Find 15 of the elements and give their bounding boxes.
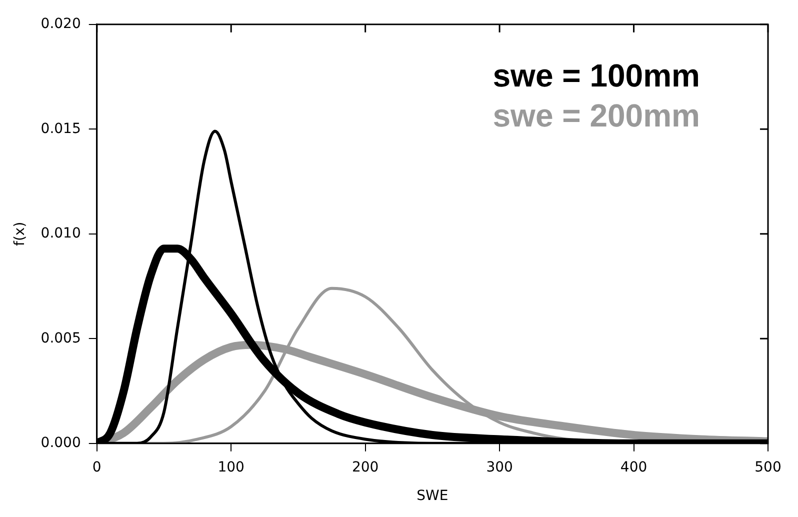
annotation: swe = 200mm (492, 97, 700, 134)
annotation: swe = 100mm (492, 57, 700, 94)
y-axis-title: f(x) (12, 222, 28, 246)
x-tick-label: 500 (754, 459, 782, 476)
x-tick-label: 400 (620, 459, 648, 476)
y-tick-label: 0.010 (40, 226, 81, 242)
x-tick-label: 0 (92, 459, 102, 476)
x-tick-label: 300 (486, 459, 513, 476)
x-tick-label: 100 (218, 459, 244, 476)
x-tick-label: 200 (352, 459, 379, 476)
y-tick-label: 0.015 (40, 120, 81, 137)
y-tick-label: 0.000 (40, 435, 81, 452)
y-tick-label: 0.005 (40, 330, 81, 346)
x-axis-title: SWE (416, 488, 448, 504)
y-tick-label: 0.020 (40, 16, 81, 32)
